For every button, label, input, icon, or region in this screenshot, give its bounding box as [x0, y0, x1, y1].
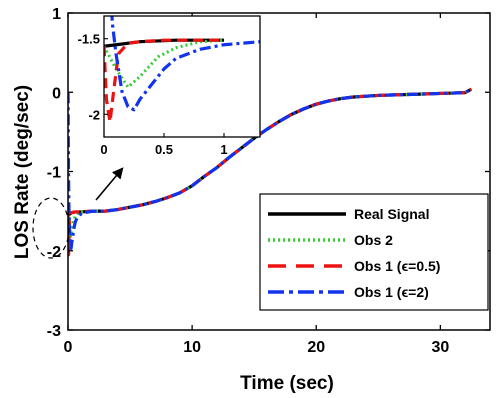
- inset-frame: [103, 15, 261, 138]
- inset-y-tick-label: -2: [88, 107, 100, 122]
- x-tick-label: 0: [64, 339, 73, 356]
- inset-x-tick-label: 0: [100, 142, 107, 157]
- x-axis-ticks: 0 10 20 30: [64, 13, 449, 356]
- x-tick-label: 30: [431, 339, 449, 356]
- y-tick-label: 1: [52, 6, 61, 23]
- y-tick-label: 0: [52, 85, 61, 102]
- x-tick-label: 10: [183, 339, 201, 356]
- legend-label-1: Obs 2: [354, 232, 393, 248]
- inset-ticks: 0 0.5 1 -2 -1.5: [78, 32, 228, 157]
- legend-label-3: Obs 1 (ϵ=2): [354, 284, 429, 300]
- x-tick-label: 20: [307, 339, 325, 356]
- zoom-region-ellipse: [32, 197, 70, 259]
- inset-series-line-2: [104, 38, 224, 124]
- main-series-group: [68, 87, 473, 257]
- inset-series-line-3: [110, 16, 260, 112]
- legend-label-0: Real Signal: [354, 206, 429, 222]
- inset-y-tick-label: -1.5: [78, 32, 100, 47]
- inset-series-group: [104, 16, 260, 124]
- inset-x-tick-label: 0.5: [155, 142, 173, 157]
- series-line-3: [68, 87, 473, 250]
- x-axis-label: Time (sec): [240, 373, 334, 394]
- inset-area: [104, 16, 260, 137]
- y-axis-label: LOS Rate (deg/sec): [12, 85, 33, 259]
- y-axis-ticks: -3 -2 -1 0 1: [47, 6, 490, 340]
- zoom-arrow: [95, 167, 124, 201]
- inset-series-line-1: [104, 38, 225, 89]
- inset-x-tick-label: 1: [220, 142, 227, 157]
- legend: Real Signal Obs 2 Obs 1 (ϵ=0.5) Obs 1 (ϵ=2): [259, 193, 489, 311]
- y-tick-label: -3: [47, 323, 61, 340]
- y-tick-label: -1: [47, 165, 61, 182]
- legend-label-2: Obs 1 (ϵ=0.5): [354, 258, 440, 274]
